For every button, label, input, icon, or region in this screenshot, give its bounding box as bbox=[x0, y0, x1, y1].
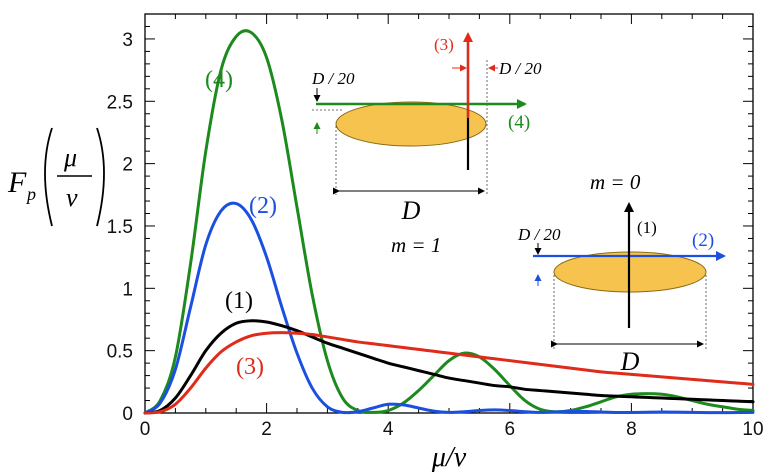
m1-red-offset-label: D / 20 bbox=[498, 59, 542, 78]
y-label-f: F bbox=[7, 166, 27, 199]
x-tick-label: 6 bbox=[505, 419, 516, 440]
curve-label-3: (3) bbox=[236, 354, 264, 380]
x-tick-label: 8 bbox=[626, 419, 637, 440]
m1-inset: D m = 1 D / 20 (4) (3) D / 20 bbox=[311, 32, 542, 257]
y-axis-label: F p μ v bbox=[7, 127, 105, 227]
m1-mode-label: m = 1 bbox=[391, 233, 441, 257]
x-tick-label: 0 bbox=[140, 419, 151, 440]
curve-label-1: (1) bbox=[225, 288, 253, 314]
x-axis-label: μ/v bbox=[431, 442, 467, 473]
y-tick-label: 1 bbox=[122, 279, 133, 300]
y-tick-label: 0.5 bbox=[107, 342, 133, 363]
m0-offset-label: D / 20 bbox=[517, 225, 561, 244]
y-tick-label: 2 bbox=[122, 155, 133, 176]
series-line-1 bbox=[143, 319, 755, 415]
m0-arrow-2-label: (2) bbox=[692, 230, 714, 251]
axis-ticks bbox=[144, 13, 754, 414]
m1-diameter-label: D bbox=[401, 196, 421, 225]
x-tick-label: 2 bbox=[261, 419, 272, 440]
y-label-sub-p: p bbox=[25, 184, 36, 204]
curve-label-2: (2) bbox=[249, 193, 277, 219]
y-label-right-paren bbox=[96, 127, 105, 227]
m1-arrow-3-label: (3) bbox=[434, 35, 454, 54]
m0-arrow-1-label: (1) bbox=[637, 218, 657, 237]
y-tick-label: 0 bbox=[122, 404, 133, 425]
m0-diameter-label: D bbox=[620, 347, 640, 376]
m1-offset-label: D / 20 bbox=[311, 69, 355, 88]
y-tick-label: 3 bbox=[122, 30, 133, 51]
series-line-4 bbox=[143, 29, 755, 415]
y-tick-label: 1.5 bbox=[107, 217, 133, 238]
axis-tick-labels: 0 2 4 6 8 10 0 0.5 1 1.5 2 2.5 3 bbox=[107, 30, 763, 440]
series-line-2 bbox=[143, 201, 755, 415]
data-series bbox=[143, 29, 755, 415]
y-label-left-paren bbox=[44, 127, 53, 227]
m0-mode-label: m = 0 bbox=[590, 170, 641, 194]
x-tick-label: 4 bbox=[383, 419, 394, 440]
curve-label-4: (4) bbox=[205, 67, 233, 93]
y-label-mu: μ bbox=[63, 143, 77, 172]
m1-arrow-4-label: (4) bbox=[508, 112, 530, 133]
m1-disk bbox=[335, 101, 487, 147]
x-tick-label: 10 bbox=[742, 419, 763, 440]
series-line-3 bbox=[143, 331, 755, 415]
m0-inset: m = 0 D D / 20 (2) (1) bbox=[517, 170, 726, 376]
y-label-v: v bbox=[66, 183, 78, 212]
y-tick-label: 2.5 bbox=[107, 92, 133, 113]
